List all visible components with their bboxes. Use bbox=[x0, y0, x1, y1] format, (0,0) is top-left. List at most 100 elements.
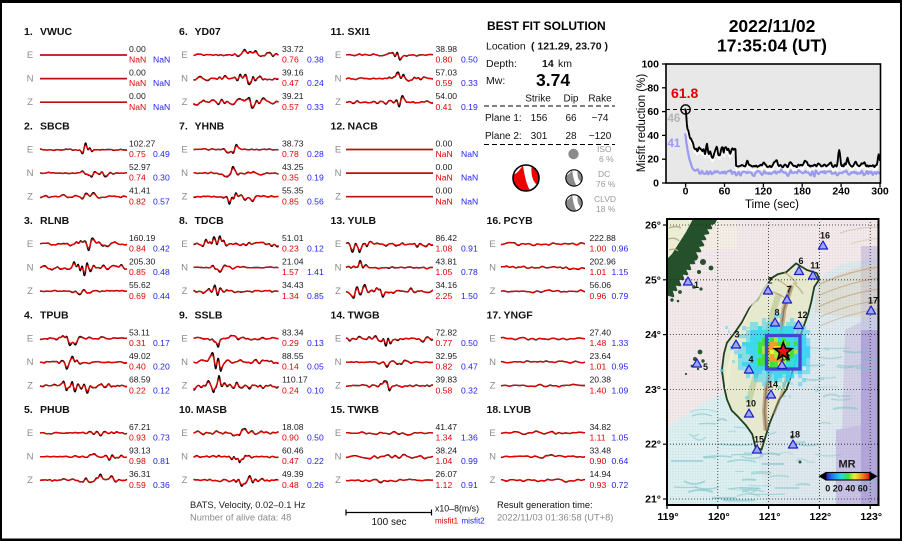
svg-text:1.40: 1.40 bbox=[590, 385, 607, 395]
svg-text:0.58: 0.58 bbox=[436, 385, 453, 395]
svg-text:67.21: 67.21 bbox=[129, 422, 151, 432]
svg-text:0.85: 0.85 bbox=[282, 196, 299, 206]
svg-text:4: 4 bbox=[748, 355, 753, 365]
svg-text:N: N bbox=[27, 74, 34, 85]
svg-text:YD07: YD07 bbox=[195, 26, 221, 38]
svg-text:NaN: NaN bbox=[436, 149, 453, 159]
svg-text:41: 41 bbox=[668, 138, 681, 150]
svg-text:Z: Z bbox=[490, 381, 496, 392]
svg-text:28: 28 bbox=[565, 131, 577, 142]
svg-text:0.96: 0.96 bbox=[590, 291, 607, 301]
svg-text:3: 3 bbox=[734, 330, 739, 340]
svg-text:1.01: 1.01 bbox=[590, 267, 607, 277]
svg-text:E: E bbox=[27, 50, 33, 61]
svg-text:14.94: 14.94 bbox=[590, 469, 612, 479]
svg-text:119°: 119° bbox=[657, 511, 678, 523]
svg-text:16.: 16. bbox=[487, 215, 502, 227]
svg-text:Z: Z bbox=[27, 475, 33, 486]
svg-text:54.00: 54.00 bbox=[436, 91, 458, 101]
svg-text:0.90: 0.90 bbox=[590, 456, 607, 466]
svg-text:Z: Z bbox=[27, 192, 33, 203]
svg-text:0.20: 0.20 bbox=[153, 362, 170, 372]
svg-text:km: km bbox=[558, 58, 572, 70]
svg-text:12.: 12. bbox=[331, 121, 346, 133]
svg-text:0.91: 0.91 bbox=[461, 480, 478, 490]
svg-text:14.: 14. bbox=[331, 310, 346, 322]
svg-text:misfit1: misfit1 bbox=[435, 517, 459, 526]
svg-text:1.33: 1.33 bbox=[612, 338, 629, 348]
svg-text:205.30: 205.30 bbox=[129, 256, 156, 266]
svg-text:80: 80 bbox=[647, 82, 659, 94]
svg-text:0.79: 0.79 bbox=[612, 291, 629, 301]
svg-text:0.50: 0.50 bbox=[461, 55, 478, 65]
svg-text:8: 8 bbox=[774, 308, 779, 318]
svg-text:N: N bbox=[27, 168, 34, 179]
svg-text:0.19: 0.19 bbox=[307, 173, 324, 183]
svg-text:SSLB: SSLB bbox=[195, 310, 223, 322]
svg-text:0.42: 0.42 bbox=[153, 244, 170, 254]
svg-text:16: 16 bbox=[820, 231, 830, 241]
svg-text:LYUB: LYUB bbox=[504, 404, 532, 416]
svg-text:BATS, Velocity, 0.02–0.1 Hz: BATS, Velocity, 0.02–0.1 Hz bbox=[190, 500, 306, 510]
svg-text:0.33: 0.33 bbox=[461, 78, 478, 88]
svg-text:N: N bbox=[27, 357, 34, 368]
svg-text:E: E bbox=[181, 334, 187, 345]
svg-text:TPUB: TPUB bbox=[40, 310, 69, 322]
svg-text:33.72: 33.72 bbox=[282, 44, 304, 54]
svg-text:0.44: 0.44 bbox=[153, 291, 170, 301]
svg-text:122°: 122° bbox=[810, 511, 832, 523]
svg-text:100 sec: 100 sec bbox=[371, 517, 406, 528]
svg-text:1.15: 1.15 bbox=[612, 267, 629, 277]
svg-text:0.47: 0.47 bbox=[461, 362, 478, 372]
svg-text:34.43: 34.43 bbox=[282, 280, 304, 290]
svg-text:Misfit reduction (%): Misfit reduction (%) bbox=[636, 74, 648, 173]
svg-text:0.76: 0.76 bbox=[282, 55, 299, 65]
svg-text:Z: Z bbox=[182, 475, 188, 486]
svg-text:0.00: 0.00 bbox=[436, 138, 453, 148]
svg-text:Z: Z bbox=[182, 97, 188, 108]
svg-text:Z: Z bbox=[490, 475, 496, 486]
svg-text:0.48: 0.48 bbox=[153, 267, 170, 277]
svg-text:88.55: 88.55 bbox=[282, 351, 304, 361]
svg-text:0.00: 0.00 bbox=[129, 91, 146, 101]
svg-text:34.82: 34.82 bbox=[590, 422, 612, 432]
svg-text:PHUB: PHUB bbox=[40, 404, 70, 416]
svg-text:0.64: 0.64 bbox=[612, 456, 629, 466]
svg-text:10: 10 bbox=[746, 399, 756, 409]
svg-text:E: E bbox=[335, 239, 341, 250]
svg-text:0.82: 0.82 bbox=[129, 196, 146, 206]
svg-text:ISO: ISO bbox=[597, 144, 612, 154]
svg-text:0.50: 0.50 bbox=[307, 433, 324, 443]
svg-text:102.27: 102.27 bbox=[129, 138, 156, 148]
svg-text:−74: −74 bbox=[592, 113, 609, 124]
svg-text:0.84: 0.84 bbox=[129, 244, 146, 254]
svg-text:Strike: Strike bbox=[525, 94, 551, 105]
svg-text:17:35:04 (UT): 17:35:04 (UT) bbox=[717, 36, 827, 56]
svg-text:N: N bbox=[27, 263, 34, 274]
svg-text:1.00: 1.00 bbox=[590, 244, 607, 254]
svg-text:0.98: 0.98 bbox=[129, 456, 146, 466]
svg-text:SXI1: SXI1 bbox=[348, 26, 371, 38]
svg-text:0.41: 0.41 bbox=[436, 102, 453, 112]
svg-text:25°: 25° bbox=[645, 274, 661, 286]
svg-text:14: 14 bbox=[542, 58, 554, 70]
svg-text:N: N bbox=[489, 452, 496, 463]
svg-text:0.96: 0.96 bbox=[612, 244, 629, 254]
svg-text:2.: 2. bbox=[24, 121, 33, 133]
svg-text:49.02: 49.02 bbox=[129, 351, 151, 361]
svg-text:6.: 6. bbox=[179, 26, 188, 38]
svg-text:YHNB: YHNB bbox=[195, 121, 225, 133]
svg-text:14: 14 bbox=[768, 380, 778, 390]
svg-text:43.81: 43.81 bbox=[436, 256, 458, 266]
svg-text:15: 15 bbox=[754, 435, 764, 445]
svg-text:0.81: 0.81 bbox=[153, 456, 170, 466]
svg-text:E: E bbox=[181, 428, 187, 439]
svg-text:2.25: 2.25 bbox=[436, 291, 453, 301]
svg-text:x10–8(m/s): x10–8(m/s) bbox=[435, 504, 479, 514]
svg-text:Z: Z bbox=[335, 97, 341, 108]
svg-text:Z: Z bbox=[335, 475, 341, 486]
svg-text:68.59: 68.59 bbox=[129, 375, 151, 385]
svg-text:Rake: Rake bbox=[588, 94, 612, 105]
svg-text:1.36: 1.36 bbox=[461, 433, 478, 443]
svg-text:0.22: 0.22 bbox=[307, 456, 324, 466]
